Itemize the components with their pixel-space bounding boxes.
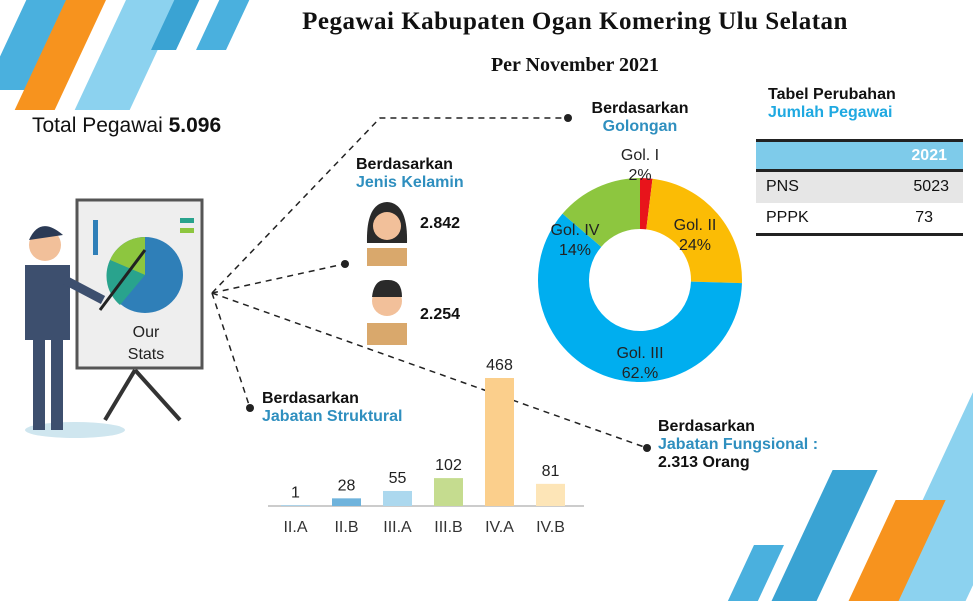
golongan-heading: Berdasarkan Golongan [560,100,720,136]
table-cell: 73 [915,208,933,226]
struktural-title: Jabatan Struktural [262,408,403,425]
donut-slice-3 [538,213,742,382]
fungsional-label: Jabatan Fungsional : [658,436,819,453]
x-tick-label: II.B [334,519,358,536]
donut-value-label: 2% [628,167,651,184]
table-subtitle: Jumlah Pegawai [768,104,893,121]
presenter-illustration [25,198,204,438]
fungsional-heading: Berdasarkan [658,418,755,435]
total-label: Total Pegawai [32,114,163,137]
x-tick-label: IV.B [536,519,565,536]
donut-slice-2 [646,178,742,284]
bar-III.A [383,490,412,506]
bar-II.A [281,505,310,506]
donut-label: Gol. I [621,147,659,164]
table-header-cell: 2021 [911,146,947,164]
x-tick-label: III.B [434,519,462,536]
donut-value-label: 14% [559,242,591,259]
table-row: PNS 5023 [756,170,963,203]
x-tick-label: III.A [383,519,412,536]
donut-value-label: 62.% [622,365,658,382]
table-header-row: 2021 [756,140,963,171]
male-icon [367,279,407,345]
gender-label: Jenis Kelamin [356,174,464,191]
gender-heading: Berdasarkan [356,156,453,173]
bar-III.B [434,478,463,506]
bar-IV.A [485,378,514,506]
donut-slice-1 [640,178,653,230]
gender-section: Berdasarkan Jenis Kelamin [356,156,464,192]
struktural-heading-text: Berdasarkan [262,390,359,407]
table-title: Tabel Perubahan [768,86,896,103]
donut-label: Gol. II [674,217,717,234]
bar-value-label: 55 [389,470,407,487]
change-table: 2021 PNS 5023 PPPK 73 [756,139,963,236]
table-header-cell [756,141,861,171]
fungsional-value: 2.313 Orang [658,454,750,471]
bar-value-label: 102 [435,457,462,474]
total-value: 5.096 [168,114,222,137]
bar-value-label: 28 [338,477,356,494]
total-employees: Total Pegawai 5.096 [32,114,221,138]
bar-IV.B [536,483,565,506]
page-title: Pegawai Kabupaten Ogan Komering Ulu Sela… [302,8,848,35]
bar-value-label: 1 [291,485,300,502]
table-heading: Tabel Perubahan Jumlah Pegawai [768,86,896,122]
struktural-heading: Berdasarkan Jabatan Struktural [262,390,402,426]
x-tick-label: IV.A [485,519,514,536]
table-cell: PPPK [766,208,809,226]
female-icon [366,202,408,266]
golongan-donut-chart: Gol. I 2% Gol. II 24% Gol. III 62.% Gol. IV 14% [538,147,742,382]
bar-II.B [332,498,361,506]
golongan-title: Golongan [602,118,678,135]
bar-value-label: 468 [486,357,513,374]
fungsional-section: Berdasarkan Jabatan Fungsional : 2.313 O… [658,418,818,472]
male-count: 2.254 [420,306,461,323]
golongan-heading-text: Berdasarkan [591,100,689,117]
table-row: PPPK 73 [756,203,963,235]
bar-value-label: 81 [542,463,560,480]
donut-label: Gol. IV [551,222,600,239]
donut-slice-4 [562,178,640,247]
table-cell: 5023 [913,178,949,196]
table-cell: PNS [766,178,799,196]
donut-value-label: 24% [679,237,711,254]
struktural-bar-chart: 1 II.A 28 II.B 55 III.A 102 III.B 468 IV.A 81 IV.B [268,357,584,536]
donut-label: Gol. III [616,345,663,362]
board-text: Our Stats [127,324,165,363]
x-tick-label: II.A [283,519,307,536]
female-count: 2.842 [420,215,461,232]
page-subtitle: Per November 2021 [490,54,660,76]
